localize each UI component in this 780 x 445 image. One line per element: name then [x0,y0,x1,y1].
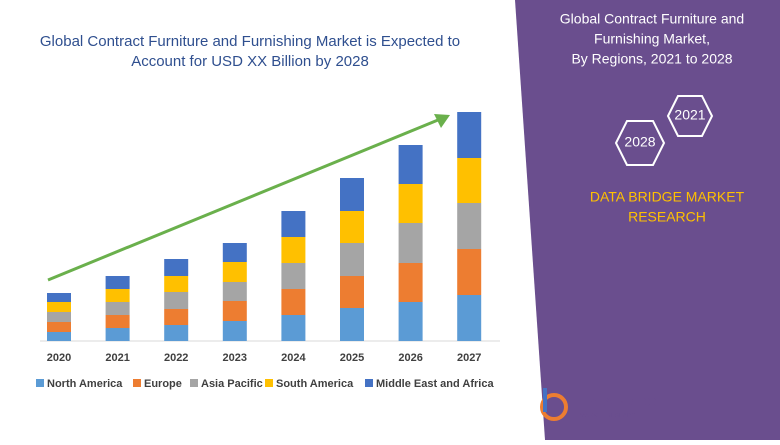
bar-segment [47,312,71,322]
legend-label: Middle East and Africa [376,378,494,390]
bar-segment [398,184,423,223]
x-tick-label: 2022 [164,352,188,364]
bar-segment [340,243,364,276]
legend-label: Europe [144,378,182,390]
legend-swatch [365,379,373,387]
x-tick-label: 2026 [398,352,422,364]
bar-segment [164,259,189,276]
bar-segment [281,289,306,315]
bar-segment [281,315,306,341]
bar-segment [457,249,482,295]
bar-segment [340,178,364,211]
bar-segment [340,276,364,308]
bar-segment [105,302,130,315]
x-tick-label: 2020 [47,352,71,364]
legend: North America Europe Asia Pacific South Ame… [36,378,494,390]
bar-segment [457,295,482,341]
x-tick-label: 2021 [105,352,129,364]
hexagon [666,95,714,137]
bar-segment [105,328,130,341]
panel-title: Global Contract Furniture and [560,11,744,27]
bar-segment [47,293,71,302]
panel-title: By Regions, 2021 to 2028 [571,51,732,67]
legend-label: South America [276,378,354,390]
bar-segment [164,309,189,325]
bar-segment [47,332,71,341]
x-tick-label: 2025 [340,352,364,364]
logo: DATA BRIDGE MARKET RESEARCH [540,388,666,421]
hex-label: 2021 [674,107,705,123]
side-panel [515,0,780,440]
bar-segment [398,223,423,263]
bar-segment [457,158,482,203]
bar-segment [281,263,306,289]
arrow-head [434,114,450,128]
bar-segment [222,243,247,262]
bar-segment [340,308,364,341]
panel-brand: RESEARCH [628,209,706,225]
logo-tagline: MARKET RESEARCH [580,414,640,420]
bar-segment [164,292,189,309]
logo-mark [540,393,568,421]
legend-label: Asia Pacific [201,378,263,390]
bar-segment [47,322,71,332]
legend-swatch [36,379,44,387]
bar-segment [105,289,130,302]
title-line: Account for USD XX Billion by 2028 [131,53,369,70]
bars: 2020 2021 2022 2023 2024 2025 2026 2027 [47,112,482,364]
panel-title: Furnishing Market, [594,31,710,47]
bar-segment [105,276,130,289]
legend-swatch [133,379,141,387]
x-tick-label: 2027 [457,352,481,364]
bar-segment [164,276,189,292]
bar-segment [457,112,482,158]
bar-segment [398,145,423,184]
bar-segment [222,282,247,301]
bar-segment [457,203,482,249]
legend-swatch [190,379,198,387]
hex-label: 2028 [624,134,655,150]
x-tick-label: 2023 [223,352,247,364]
bar-segment [222,301,247,321]
bar-segment [398,263,423,302]
legend-swatch [265,379,273,387]
bar-segment [47,302,71,312]
bar-segment [164,325,189,341]
bar-segment [281,211,306,237]
trend-arrow [47,118,439,282]
bar-segment [281,237,306,263]
legend-label: North America [47,378,123,390]
panel-brand: DATA BRIDGE MARKET [590,189,745,205]
logo-name: DATA BRIDGE [580,394,666,409]
bar-segment [222,262,247,282]
x-tick-label: 2024 [281,352,306,364]
bar-segment [398,302,423,341]
bar-segment [222,321,247,341]
title-line: Global Contract Furniture and Furnishing… [40,33,460,50]
bar-segment [105,315,130,328]
bar-segment [340,211,364,243]
hexagon [614,120,666,166]
logo-mark [543,388,547,412]
